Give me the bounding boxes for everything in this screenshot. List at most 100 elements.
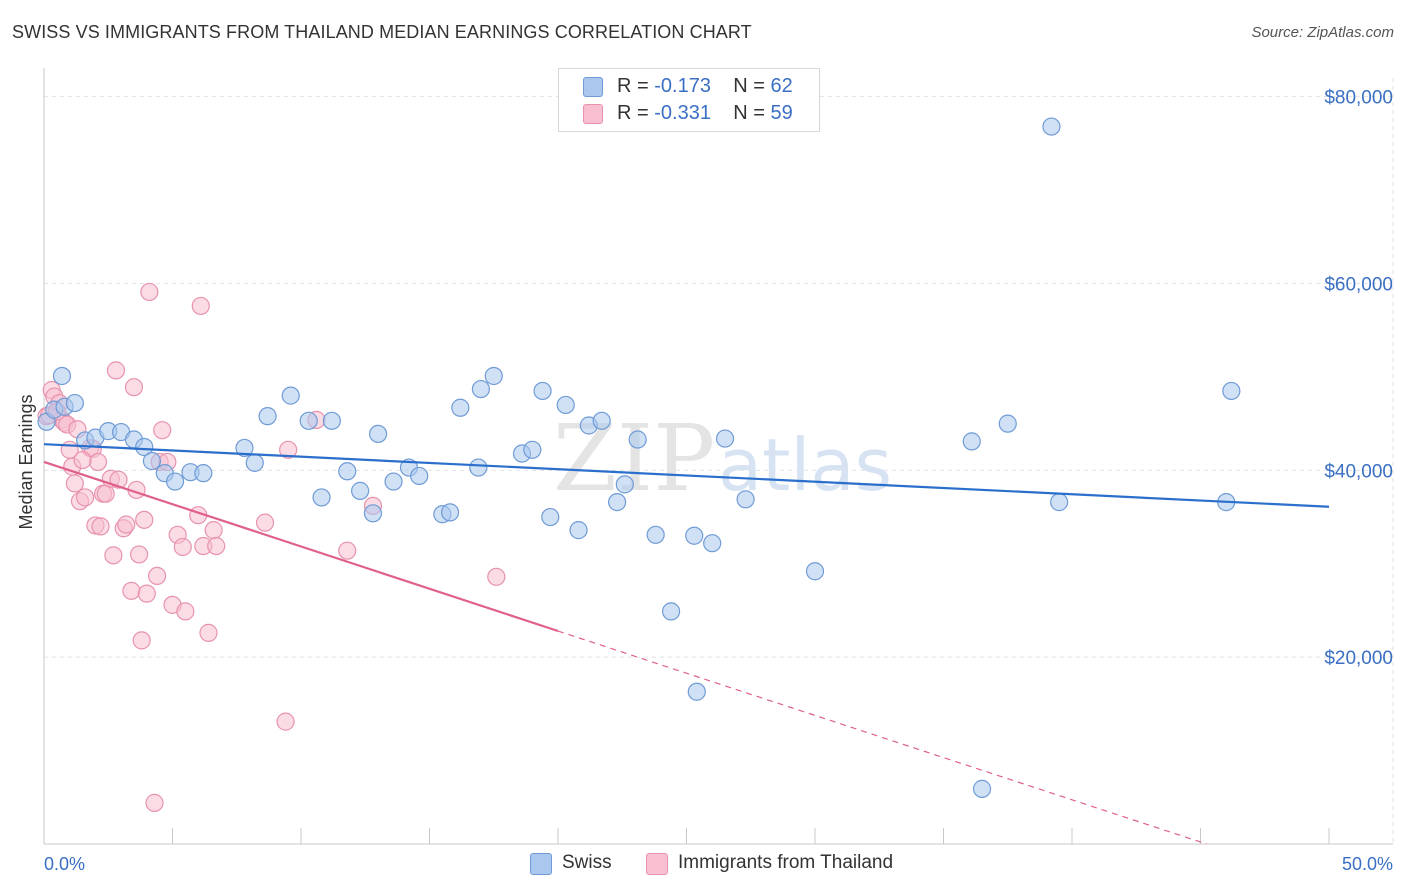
- thai-point[interactable]: [129, 545, 149, 564]
- thai-r-value: -0.331: [654, 102, 711, 124]
- swiss-point[interactable]: [312, 488, 331, 507]
- swiss-point[interactable]: [281, 386, 300, 405]
- swiss-r-value: -0.173: [654, 75, 711, 97]
- thai-legend-label: Immigrants from Thailand: [678, 852, 894, 873]
- swiss-point[interactable]: [608, 493, 627, 512]
- thai-point[interactable]: [76, 488, 95, 507]
- swiss-point[interactable]: [687, 682, 706, 701]
- thai-point[interactable]: [135, 510, 154, 529]
- swiss-point[interactable]: [338, 462, 357, 481]
- thai-point[interactable]: [147, 566, 167, 586]
- n-label: N =: [733, 102, 765, 124]
- swiss-trend-line: [43, 443, 1330, 508]
- swiss-point[interactable]: [715, 429, 735, 448]
- swiss-point[interactable]: [484, 366, 503, 386]
- swiss-point[interactable]: [410, 466, 429, 486]
- thai-point[interactable]: [204, 521, 223, 540]
- watermark-zip: ZIP: [553, 405, 715, 512]
- swiss-point[interactable]: [245, 453, 264, 472]
- swiss-point[interactable]: [703, 534, 722, 553]
- swiss-point[interactable]: [1222, 381, 1241, 401]
- swiss-point[interactable]: [569, 521, 588, 540]
- swiss-point[interactable]: [194, 464, 213, 483]
- thai-point[interactable]: [207, 536, 226, 556]
- thai-point[interactable]: [91, 517, 110, 536]
- y-tick-label: $40,000: [1324, 461, 1393, 482]
- trend-lines: [43, 443, 1330, 845]
- thai-n-value: 59: [770, 102, 793, 124]
- r-label: R =: [617, 102, 649, 124]
- swiss-point[interactable]: [451, 398, 470, 417]
- thai-point[interactable]: [173, 537, 192, 557]
- swiss-point[interactable]: [736, 490, 755, 509]
- swiss-point[interactable]: [369, 424, 388, 444]
- thai-point[interactable]: [106, 361, 126, 380]
- swiss-point[interactable]: [440, 503, 460, 522]
- swiss-point[interactable]: [384, 472, 403, 491]
- thai-series: [37, 282, 506, 812]
- swiss-point[interactable]: [471, 379, 490, 399]
- thai-point[interactable]: [140, 282, 159, 302]
- thai-point[interactable]: [117, 515, 136, 534]
- swiss-point[interactable]: [685, 526, 704, 545]
- thai-point[interactable]: [153, 421, 172, 440]
- thai-point[interactable]: [276, 712, 295, 731]
- thai-legend-swatch: [646, 853, 668, 875]
- swiss-point[interactable]: [805, 562, 825, 581]
- swiss-point[interactable]: [235, 438, 254, 458]
- swiss-point[interactable]: [541, 507, 560, 527]
- thai-point[interactable]: [199, 623, 218, 642]
- swiss-swatch: [583, 77, 603, 97]
- thai-point[interactable]: [73, 450, 92, 470]
- thai-point[interactable]: [124, 378, 144, 397]
- swiss-point[interactable]: [592, 411, 611, 430]
- y-axis-labels: $20,000 $40,000 $60,000 $80,000: [1324, 88, 1393, 669]
- swiss-legend-swatch: [530, 853, 552, 875]
- swiss-point[interactable]: [962, 432, 981, 451]
- swiss-point[interactable]: [1042, 117, 1061, 136]
- swiss-n-value: 62: [770, 75, 793, 97]
- swiss-point[interactable]: [299, 411, 318, 430]
- swiss-point[interactable]: [469, 458, 488, 477]
- thai-point[interactable]: [279, 440, 298, 459]
- axes: [43, 68, 1393, 845]
- thai-point[interactable]: [104, 546, 123, 565]
- swiss-point[interactable]: [1050, 493, 1069, 512]
- thai-point[interactable]: [122, 581, 141, 600]
- swiss-point[interactable]: [533, 381, 552, 401]
- swiss-point[interactable]: [135, 437, 154, 457]
- swiss-point[interactable]: [65, 393, 84, 413]
- swiss-point[interactable]: [615, 475, 634, 494]
- swiss-point[interactable]: [646, 525, 665, 544]
- thai-point[interactable]: [88, 452, 108, 472]
- x-tick-min: 0.0%: [44, 854, 85, 874]
- swiss-point[interactable]: [52, 366, 72, 386]
- thai-point[interactable]: [145, 793, 164, 812]
- y-axis-title: Median Earnings: [16, 394, 36, 529]
- swiss-point[interactable]: [258, 407, 277, 426]
- swiss-point[interactable]: [165, 472, 185, 491]
- swiss-point[interactable]: [363, 504, 383, 523]
- swiss-point[interactable]: [972, 779, 992, 798]
- x-tick-max: 50.0%: [1342, 854, 1393, 874]
- swiss-point[interactable]: [142, 451, 162, 471]
- swiss-point[interactable]: [556, 395, 575, 415]
- thai-point[interactable]: [65, 474, 84, 493]
- thai-point[interactable]: [137, 584, 156, 603]
- swiss-point[interactable]: [998, 414, 1017, 433]
- swiss-point[interactable]: [351, 481, 370, 500]
- r-label: R =: [617, 75, 649, 97]
- swiss-point[interactable]: [661, 602, 681, 621]
- thai-swatch: [583, 104, 603, 124]
- thai-trend-line: [43, 460, 559, 633]
- thai-point[interactable]: [176, 602, 195, 621]
- swiss-point[interactable]: [322, 411, 341, 430]
- swiss-point[interactable]: [628, 430, 647, 449]
- thai-point[interactable]: [255, 513, 275, 532]
- y-tick-label: $80,000: [1324, 88, 1393, 109]
- thai-point[interactable]: [132, 631, 151, 650]
- thai-point[interactable]: [487, 567, 506, 586]
- thai-point[interactable]: [191, 296, 210, 316]
- thai-point[interactable]: [338, 541, 357, 560]
- swiss-point[interactable]: [523, 440, 542, 459]
